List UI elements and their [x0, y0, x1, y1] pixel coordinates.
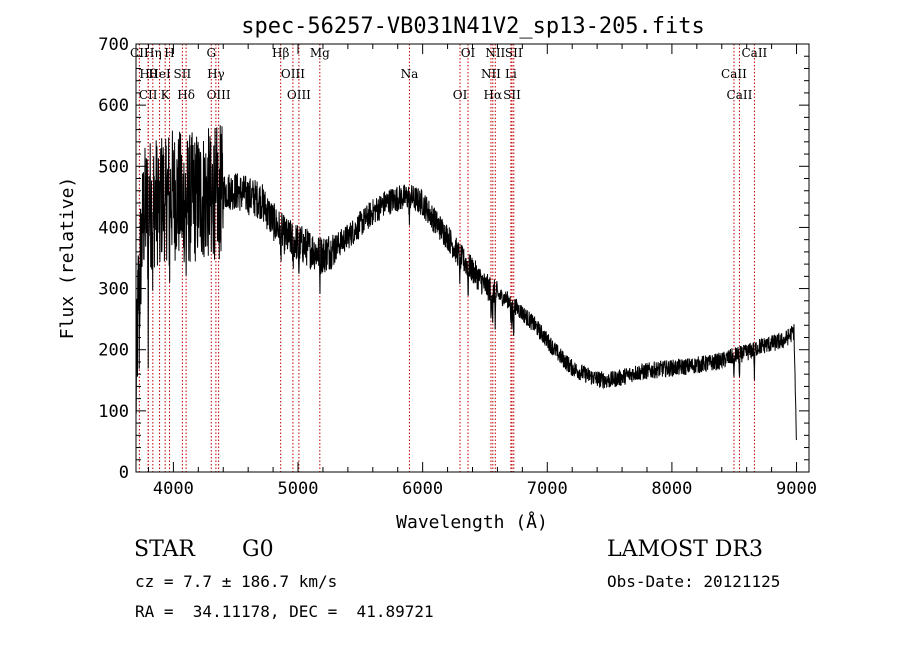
line-label: Na — [401, 67, 419, 81]
line-label: Hβ — [272, 46, 289, 60]
line-label: H — [164, 46, 174, 60]
chart-title: spec-56257-VB031N41V2_sp13-205.fits — [241, 14, 705, 39]
y-tick-label: 300 — [98, 280, 129, 300]
line-label: Hη — [144, 46, 162, 60]
line-label: Mg — [310, 46, 330, 60]
x-axis-label: Wavelength (Å) — [396, 511, 548, 533]
spectrum-line — [135, 125, 797, 441]
x-tick-label: 9000 — [776, 479, 817, 499]
x-tick-label: 7000 — [527, 479, 568, 499]
y-tick-label: 500 — [98, 157, 129, 177]
line-label: SII — [503, 88, 521, 102]
line-label: OIII — [281, 67, 305, 81]
y-tick-label: 100 — [98, 402, 129, 422]
line-label: Hδ — [177, 88, 195, 102]
star-class: STAR — [134, 537, 195, 562]
line-label: SII — [174, 67, 192, 81]
redshift-value: cz = 7.7 ± 186.7 km/s — [135, 572, 338, 591]
x-tick-label: 8000 — [651, 479, 692, 499]
line-label: CII — [130, 46, 149, 60]
line-label: Hγ — [207, 67, 225, 81]
y-axis-label: Flux (relative) — [57, 177, 78, 340]
line-label: OIII — [207, 88, 231, 102]
y-tick-label: 400 — [98, 218, 129, 238]
coordinates: RA = 34.11178, DEC = 41.89721 — [135, 602, 434, 621]
x-tick-label: 6000 — [402, 479, 443, 499]
x-tick-label: 4000 — [153, 479, 194, 499]
y-tick-label: 700 — [98, 35, 129, 55]
line-markers — [138, 44, 755, 472]
line-label: Li — [505, 67, 517, 81]
line-label: HeI — [148, 67, 171, 81]
line-label: SII — [505, 46, 523, 60]
x-tick-label: 5000 — [278, 479, 319, 499]
survey-name: LAMOST DR3 — [607, 537, 763, 562]
line-label: CaII — [741, 46, 767, 60]
line-label: OI — [461, 46, 476, 60]
line-label: NII — [485, 46, 505, 60]
line-label: G — [206, 46, 216, 60]
y-tick-label: 600 — [98, 96, 129, 116]
star-subclass: G0 — [242, 537, 274, 562]
line-label: Hα — [484, 88, 503, 102]
y-tick-label: 200 — [98, 341, 129, 361]
y-tick-label: 0 — [119, 463, 129, 483]
line-label: CaII — [721, 67, 747, 81]
x-axis: 4000 5000 6000 7000 8000 9000 — [147, 44, 817, 499]
line-labels: CIIHθCIIHηHeIKHSIIHδGHγOIIIHβOIIIOIIIMgN… — [130, 46, 768, 102]
obs-date: Obs-Date: 20121125 — [607, 572, 781, 591]
line-label: K — [161, 88, 171, 102]
line-label: OIII — [287, 88, 311, 102]
y-axis: 0 100 200 300 400 500 600 700 — [98, 35, 809, 483]
line-label: Hθ — [139, 67, 157, 81]
line-label: OI — [453, 88, 468, 102]
line-label: CaII — [727, 88, 753, 102]
line-label: NII — [481, 67, 501, 81]
line-label: CII — [139, 88, 158, 102]
